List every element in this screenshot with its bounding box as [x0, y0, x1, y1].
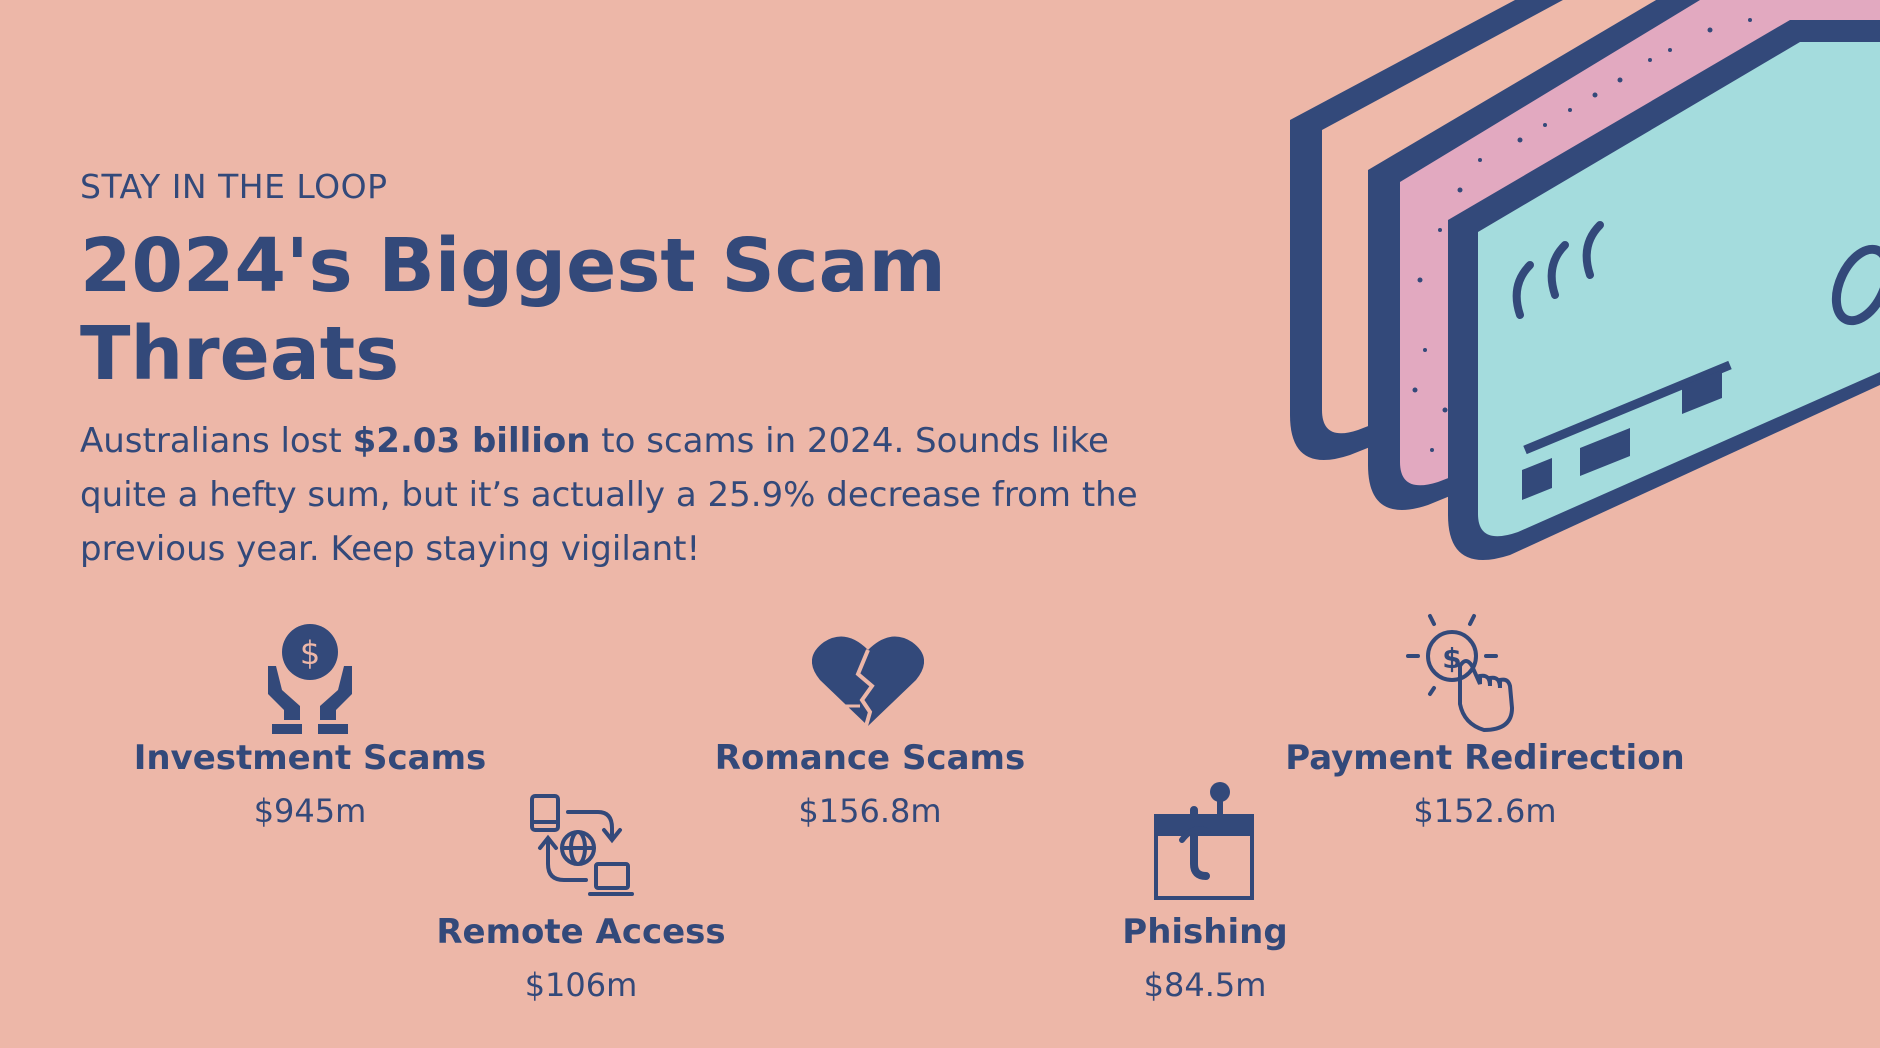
- stat-value: $106m: [524, 966, 638, 1004]
- intro-text-start: Australians lost: [80, 421, 353, 461]
- stat-label: Romance Scams: [714, 738, 1026, 778]
- intro-text-end: to scams in 2024. Sounds like quite a he…: [80, 421, 1138, 569]
- stat-label: Investment Scams: [133, 738, 487, 778]
- hands-coin-icon: $: [262, 624, 358, 734]
- stat-value: $84.5m: [1143, 966, 1267, 1004]
- click-coin-icon: $: [1404, 612, 1516, 736]
- stat-value: $945m: [253, 792, 367, 830]
- stat-label: Payment Redirection: [1285, 738, 1685, 778]
- intro-paragraph: Australians lost $2.03 billion to scams …: [80, 414, 1190, 576]
- credit-cards-illustration: [1270, 0, 1880, 574]
- stat-label: Remote Access: [436, 912, 726, 952]
- svg-text:$: $: [300, 634, 320, 672]
- stat-value: $152.6m: [1413, 792, 1557, 830]
- svg-text:$: $: [1442, 642, 1461, 675]
- stat-phishing: Phishing $84.5m: [955, 912, 1455, 1004]
- intro-amount: $2.03 billion: [352, 421, 591, 461]
- page-title: 2024's Biggest Scam Threats: [80, 223, 946, 397]
- fishing-hook-icon: [1152, 780, 1256, 900]
- stat-remote-access: Remote Access $106m: [331, 912, 831, 1004]
- stat-value: $156.8m: [798, 792, 942, 830]
- stat-investment-scams: Investment Scams $945m: [60, 738, 560, 830]
- stat-label: Phishing: [1122, 912, 1288, 952]
- eyebrow: STAY IN THE LOOP: [80, 167, 388, 206]
- stat-payment-redirection: Payment Redirection $152.6m: [1235, 738, 1735, 830]
- stat-romance-scams: Romance Scams $156.8m: [620, 738, 1120, 830]
- broken-heart-icon: [812, 634, 924, 726]
- remote-access-icon: [528, 794, 634, 900]
